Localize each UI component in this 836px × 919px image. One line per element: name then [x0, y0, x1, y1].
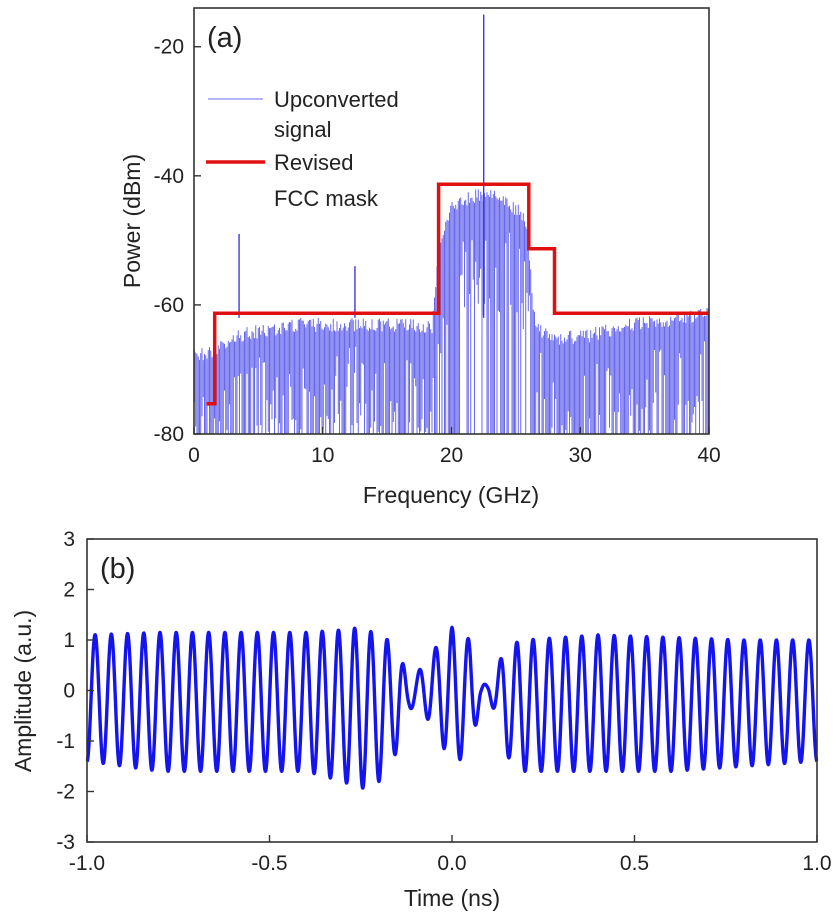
panel-a-x-axis-title: Frequency (GHz) — [363, 482, 539, 508]
panel-b-y-tick-label-6: 3 — [63, 528, 75, 551]
waveform-trace — [85, 625, 819, 790]
panel-a-x-tick-label-1: 10 — [311, 444, 334, 467]
panel-b-y-tick-label-2: -1 — [56, 730, 75, 753]
legend-upconverted-signal-label-line2: signal — [274, 117, 331, 142]
panel-a-label: (a) — [207, 22, 242, 54]
panel-b-label: (b) — [100, 553, 135, 585]
panel-a-x-tick-label-2: 20 — [440, 444, 463, 467]
panel-b-y-tick-label-0: -3 — [56, 831, 75, 854]
panel-a-x-tick-label-4: 40 — [697, 444, 720, 467]
panel-a-axis-ticks: 0 10 20 30 40 -80 -60 -40 -20 — [154, 36, 721, 467]
panel-b-x-tick-label-1: -0.5 — [251, 852, 287, 875]
panel-a-y-tick-label-2: -40 — [154, 165, 184, 188]
panel-a-y-axis-title: Power (dBm) — [119, 154, 145, 288]
panel-b-x-tick-label-0: -1.0 — [69, 852, 105, 875]
panel-b-x-tick-label-2: 0.0 — [437, 852, 466, 875]
panel-b-x-axis-title: Time (ns) — [404, 885, 500, 911]
legend-fcc-mask-label-line1: Revised — [274, 150, 353, 175]
panel-a-plot-area — [194, 14, 709, 434]
panel-b-waveform-chart: -1.0 -0.5 0.0 0.5 1.0 -3 -2 -1 0 1 2 3 (b) Time (ns… — [10, 528, 832, 911]
panel-b-x-tick-label-4: 1.0 — [802, 852, 831, 875]
panel-b-y-axis-title: Amplitude (a.u.) — [10, 610, 36, 772]
legend-upconverted-signal-label-line1: Upconverted — [274, 87, 399, 112]
panel-a-legend: Upconverted signal Revised FCC mask — [206, 87, 399, 211]
legend-fcc-mask-label-line2: FCC mask — [274, 186, 379, 211]
panel-a-x-tick-label-3: 30 — [569, 444, 592, 467]
panel-a-y-tick-label-1: -60 — [154, 294, 184, 317]
panel-b-y-tick-label-3: 0 — [63, 680, 75, 703]
panel-b-axis-ticks: -1.0 -0.5 0.0 0.5 1.0 -3 -2 -1 0 1 2 3 — [56, 528, 831, 875]
panel-b-y-tick-label-5: 2 — [63, 579, 75, 602]
panel-a-y-tick-label-0: -80 — [154, 423, 184, 446]
panel-a-spectrum-chart: 0 10 20 30 40 -80 -60 -40 -20 (a) Upconverted si… — [119, 7, 721, 508]
panel-b-y-tick-label-4: 1 — [63, 629, 75, 652]
panel-a-y-tick-label-3: -20 — [154, 36, 184, 59]
panel-b-y-tick-label-1: -2 — [56, 781, 75, 804]
panel-a-x-tick-label-0: 0 — [188, 444, 200, 467]
fcc-mask-line — [206, 182, 709, 406]
panel-b-plot-area — [85, 625, 819, 790]
panel-b-x-tick-label-3: 0.5 — [620, 852, 649, 875]
